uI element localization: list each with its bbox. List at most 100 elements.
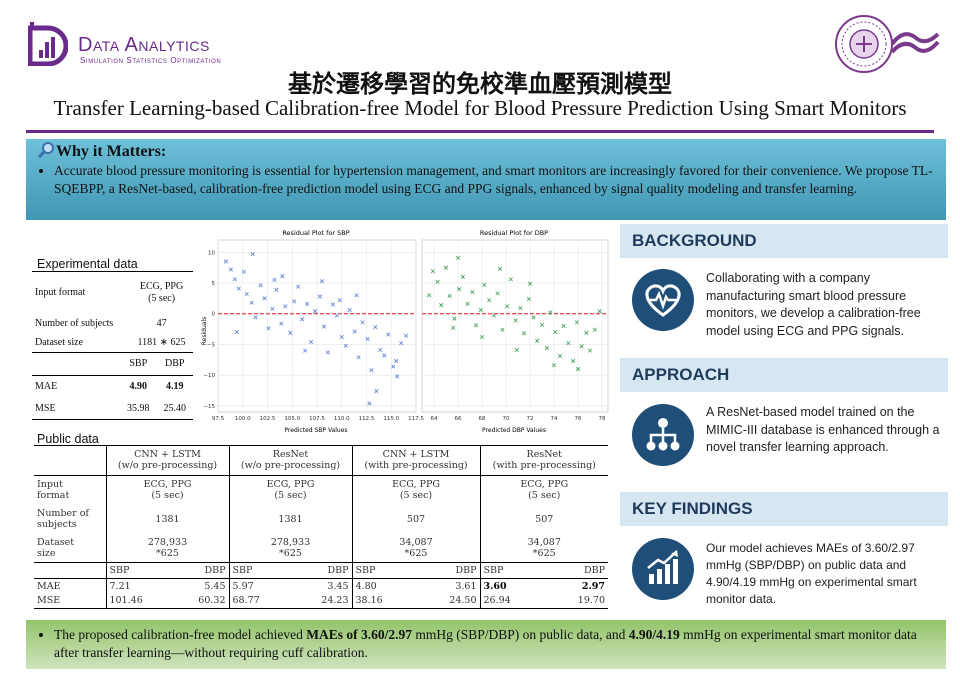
table-row: SBP DBP [32, 353, 193, 376]
mse-row-label: MSE [37, 595, 61, 607]
x-tick-label: 64 [431, 416, 438, 422]
residual-point [470, 290, 475, 295]
residual-point [518, 306, 523, 311]
background-card: Collaborating with a company manufacturi… [620, 260, 948, 356]
residuals-axis-label: Residuals [201, 317, 208, 345]
sbp-header: SBP [105, 562, 167, 579]
public-data-label: Public data [37, 432, 99, 446]
conclusion-panel: The proposed calibration-free model achi… [26, 620, 946, 669]
residual-point [382, 353, 387, 358]
mse-label: MSE [35, 402, 56, 414]
mae-sbp: 4.90 [129, 380, 148, 392]
residual-point [325, 350, 330, 355]
background-text: Collaborating with a company manufacturi… [706, 271, 921, 338]
table-row: MAE 4.90 4.19 [32, 375, 193, 397]
residual-point [574, 320, 579, 325]
residual-point [427, 293, 432, 298]
mae-cell: 3.61 [416, 577, 480, 594]
residual-point [587, 348, 593, 353]
x-tick-label: 68 [479, 416, 486, 422]
residual-point [592, 327, 597, 332]
mae-cell: 3.45 [290, 577, 352, 594]
subjects-value: 47 [156, 317, 167, 329]
residual-point [319, 279, 325, 284]
residual-point [391, 364, 396, 369]
university-seal-icon [835, 15, 940, 73]
residual-point [270, 306, 275, 311]
x-tick-label: 74 [551, 416, 558, 422]
table-row: Dataset size 1181 ∗ 625 [32, 333, 193, 353]
residual-point [497, 266, 503, 271]
residual-point [283, 304, 288, 309]
mae-dbp: 4.19 [166, 380, 184, 392]
mse-cell: 26.94 [479, 593, 544, 609]
residual-point [597, 309, 602, 314]
residual-point [373, 325, 378, 330]
residual-point [526, 296, 531, 302]
residual-point [343, 343, 348, 348]
residual-point [575, 366, 581, 372]
residual-point [236, 286, 241, 291]
mae-label: MAE [35, 380, 58, 392]
x-tick-label: 100.0 [235, 416, 251, 422]
x-tick-label: 107.5 [309, 416, 325, 422]
residual-point [296, 284, 301, 289]
key-findings-card: Our model achieves MAEs of 3.60/2.97 mmH… [620, 528, 948, 614]
mse-cell: 68.77 [228, 593, 290, 609]
residual-point [548, 310, 553, 315]
y-tick-label: −5 [207, 342, 216, 348]
heart-pulse-icon [632, 269, 694, 331]
y-tick-label: −15 [203, 404, 215, 410]
residual-point [305, 301, 310, 306]
growth-chart-icon [632, 538, 694, 600]
size-cell: 278,933 *625 [228, 533, 352, 563]
residual-point [262, 296, 267, 301]
residual-point [561, 323, 566, 329]
why-heading-row: Why it Matters: [37, 142, 934, 161]
dbp-x-axis-label: Predicted DBP Values [482, 427, 546, 434]
subjects-cell: 507 [351, 504, 480, 534]
mse-cell: 60.32 [198, 595, 226, 607]
sbp-header: SBP [351, 562, 416, 579]
title-chinese: 基於遷移學習的免校準血壓預測模型 [288, 69, 672, 98]
residual-point [288, 330, 293, 335]
mse-cell: 38.16 [351, 593, 416, 609]
residual-point [553, 330, 558, 335]
residual-point [279, 321, 284, 326]
table-row: CNN + LSTM (w/o pre-processing) ResNet (w/… [34, 445, 608, 476]
mse-cell: 19.70 [577, 595, 605, 607]
residual-point [274, 287, 279, 292]
residual-point [460, 274, 465, 279]
table-row: Number of subjects 1381 1381 507 507 [34, 504, 608, 534]
input-format-label: Input format [35, 287, 86, 299]
residual-point [330, 302, 335, 307]
x-tick-label: 70 [503, 416, 510, 422]
public-dataset-table: CNN + LSTM (w/o pre-processing) ResNet (w/… [34, 445, 608, 609]
dbp-header: DBP [416, 562, 480, 579]
subjects-cell: 1381 [105, 504, 229, 534]
background-heading: BACKGROUND [620, 224, 948, 258]
mae-cell: 5.97 [228, 577, 290, 594]
dbp-header: DBP [544, 562, 608, 579]
residual-point [234, 330, 239, 335]
residual-point [451, 325, 456, 330]
residual-point [551, 363, 557, 368]
key-findings-text: Our model achieves MAEs of 3.60/2.97 mmH… [706, 541, 917, 606]
residual-point [266, 326, 271, 331]
x-tick-label: 66 [455, 416, 462, 422]
x-tick-label: 115.0 [383, 416, 399, 422]
residual-point [508, 277, 513, 282]
brand-name: Data Analytics [78, 34, 210, 56]
mae-cell: 7.21 [105, 577, 167, 594]
residual-point [505, 304, 510, 309]
model-header-1: CNN + LSTM (w/o pre-processing) [105, 445, 229, 476]
residual-point [527, 281, 533, 286]
input-format-value-2: (5 sec) [148, 292, 176, 304]
residual-point [250, 252, 255, 257]
approach-card: A ResNet-based model trained on the MIMI… [620, 394, 948, 490]
y-tick-label: 10 [208, 250, 215, 256]
mae-row-label: MAE [34, 577, 106, 594]
dbp-residual-plot: 64 66 68 70 72 74 76 78 [421, 239, 609, 422]
sbp-x-axis-label: Predicted SBP Values [284, 427, 347, 434]
size-cell: 34,087 *625 [351, 533, 480, 563]
